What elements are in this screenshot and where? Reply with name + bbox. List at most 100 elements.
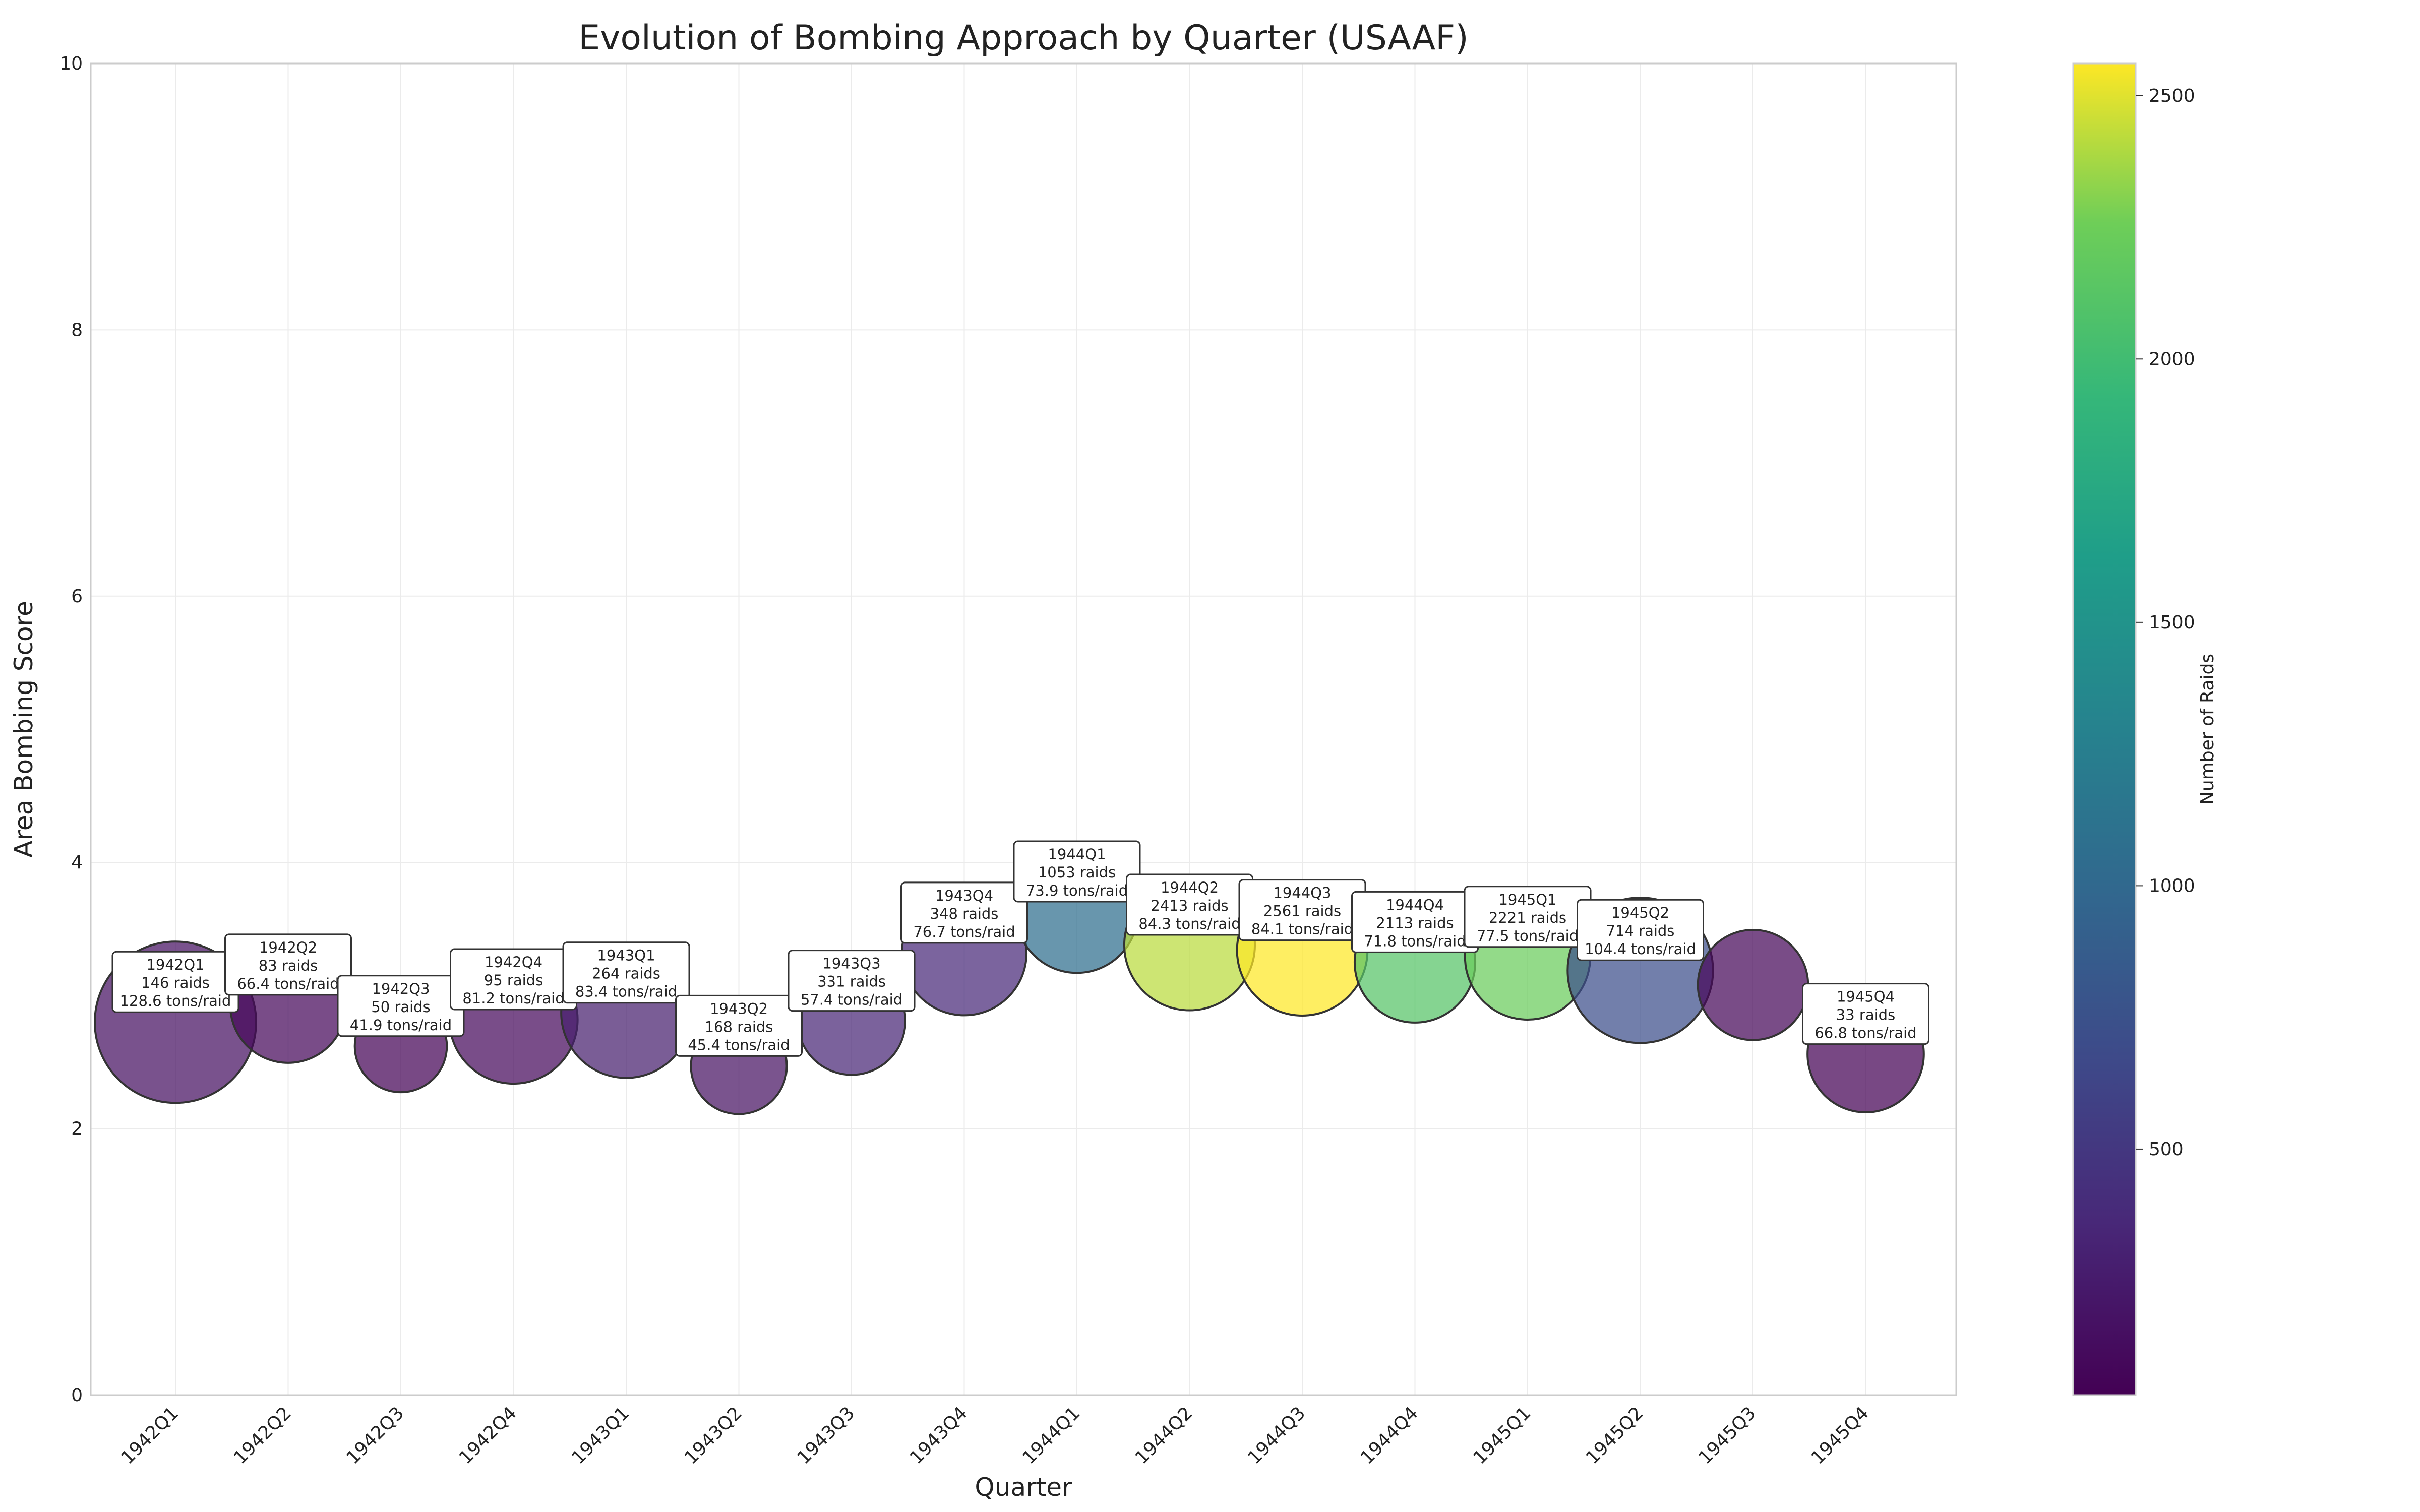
colorbar-frame <box>2072 62 2137 1396</box>
annotation-text: 1944Q3 <box>1273 885 1331 902</box>
annotation-text: 83.4 tons/raid <box>575 983 677 1000</box>
x-tick-label: 1945Q4 <box>1807 1403 1873 1468</box>
y-tick-label: 6 <box>71 586 83 607</box>
annotation-text: 146 raids <box>141 974 210 991</box>
colorbar: 500 1000 1500 2000 2500 Number of Raids <box>2072 62 2218 1396</box>
colorbar-tick-label: 1500 <box>2149 612 2195 633</box>
annotation-text: 84.3 tons/raid <box>1138 915 1240 932</box>
annotation-text: 66.8 tons/raid <box>1814 1025 1916 1042</box>
x-tick-label: 1945Q1 <box>1469 1403 1535 1468</box>
chart-title: Evolution of Bombing Approach by Quarter… <box>578 18 1469 58</box>
annotation-text: 77.5 tons/raid <box>1477 927 1579 944</box>
annotation-text: 104.4 tons/raid <box>1585 940 1696 958</box>
y-tick-label: 4 <box>71 852 83 873</box>
plot-frame <box>90 62 1957 1396</box>
annotation-text: 95 raids <box>484 972 543 989</box>
annotation-text: 2413 raids <box>1151 897 1228 914</box>
plot-area <box>91 64 1956 1395</box>
x-tick-label: 1942Q2 <box>230 1403 295 1468</box>
colorbar-tick-label: 2000 <box>2149 349 2195 369</box>
colorbar-label: Number of Raids <box>2197 654 2218 805</box>
annotation-text: 331 raids <box>817 973 886 990</box>
annotation-text: 1945Q4 <box>1837 988 1895 1005</box>
annotation-text: 57.4 tons/raid <box>801 991 902 1009</box>
annotation-text: 1945Q2 <box>1611 904 1669 921</box>
annotation-text: 1942Q2 <box>259 939 317 956</box>
x-tick-label: 1943Q1 <box>568 1403 633 1468</box>
annotation-text: 81.2 tons/raid <box>462 990 564 1007</box>
annotation-text: 714 raids <box>1606 922 1675 939</box>
y-tick-label: 10 <box>59 53 83 74</box>
annotation-text: 1943Q3 <box>822 955 880 972</box>
colorbar-tick-label: 500 <box>2149 1139 2184 1160</box>
x-axis-ticks: 1942Q1 1942Q2 1942Q3 1942Q4 1943Q1 1943Q2 1943… <box>117 1403 1873 1468</box>
annotation-text: 33 raids <box>1836 1006 1895 1024</box>
annotation-text: 2221 raids <box>1489 909 1566 926</box>
annotation-text: 1942Q4 <box>485 954 542 971</box>
x-tick-label: 1944Q1 <box>1018 1403 1084 1468</box>
annotation-box <box>562 941 690 1004</box>
annotation-text: 73.9 tons/raid <box>1026 882 1128 899</box>
annotation-box <box>1013 840 1141 903</box>
annotation-text: 1942Q1 <box>146 956 204 973</box>
annotation-text: 1944Q4 <box>1386 896 1444 913</box>
y-tick-label: 2 <box>71 1119 83 1140</box>
y-axis-ticks: 0 2 4 6 8 10 <box>59 53 83 1406</box>
colorbar-tick-label: 2500 <box>2149 86 2195 106</box>
x-tick-label: 1942Q4 <box>455 1403 521 1468</box>
annotation-text: 1943Q1 <box>597 947 655 964</box>
annotation-text: 264 raids <box>592 965 660 982</box>
annotation-box <box>900 881 1028 944</box>
annotation-box <box>675 994 803 1057</box>
annotation-text: 348 raids <box>930 905 999 922</box>
x-tick-label: 1942Q3 <box>342 1403 408 1468</box>
annotation-text: 45.4 tons/raid <box>688 1036 790 1053</box>
annotation-text: 1944Q2 <box>1161 879 1219 896</box>
annotation-text: 128.6 tons/raid <box>120 992 231 1010</box>
annotation-text: 50 raids <box>371 998 430 1016</box>
y-axis-label: Area Bombing Score <box>9 601 38 858</box>
x-tick-label: 1945Q3 <box>1695 1403 1760 1468</box>
x-tick-label: 1943Q3 <box>793 1403 859 1468</box>
x-tick-label: 1943Q4 <box>906 1403 972 1468</box>
y-tick-label: 8 <box>71 320 83 340</box>
annotation-box <box>788 950 916 1012</box>
colorbar-gradient <box>2073 64 2136 1395</box>
annotation-text: 76.7 tons/raid <box>913 923 1015 940</box>
annotation-text: 1053 raids <box>1038 864 1116 881</box>
x-tick-label: 1944Q4 <box>1357 1403 1422 1468</box>
annotation-text: 168 raids <box>705 1018 773 1035</box>
annotation-box <box>224 933 352 996</box>
annotation-text: 2561 raids <box>1263 903 1341 920</box>
annotation-text: 1942Q3 <box>372 980 430 997</box>
x-tick-label: 1942Q1 <box>117 1403 183 1468</box>
x-tick-label: 1944Q3 <box>1244 1403 1309 1468</box>
colorbar-ticks: 500 1000 1500 2000 2500 <box>2136 86 2195 1160</box>
annotation-text: 1943Q2 <box>710 1000 768 1017</box>
annotation-text: 2113 raids <box>1376 914 1454 931</box>
bubble-point <box>1697 928 1809 1041</box>
annotation-text: 1945Q1 <box>1498 891 1556 908</box>
x-tick-label: 1943Q2 <box>681 1403 746 1468</box>
annotation-text: 83 raids <box>259 957 318 974</box>
x-axis-label: Quarter <box>975 1473 1072 1502</box>
y-tick-label: 0 <box>71 1385 83 1406</box>
colorbar-tick-label: 1000 <box>2149 875 2195 896</box>
annotation-text: 66.4 tons/raid <box>237 975 339 992</box>
annotation-text: 71.8 tons/raid <box>1364 932 1466 950</box>
